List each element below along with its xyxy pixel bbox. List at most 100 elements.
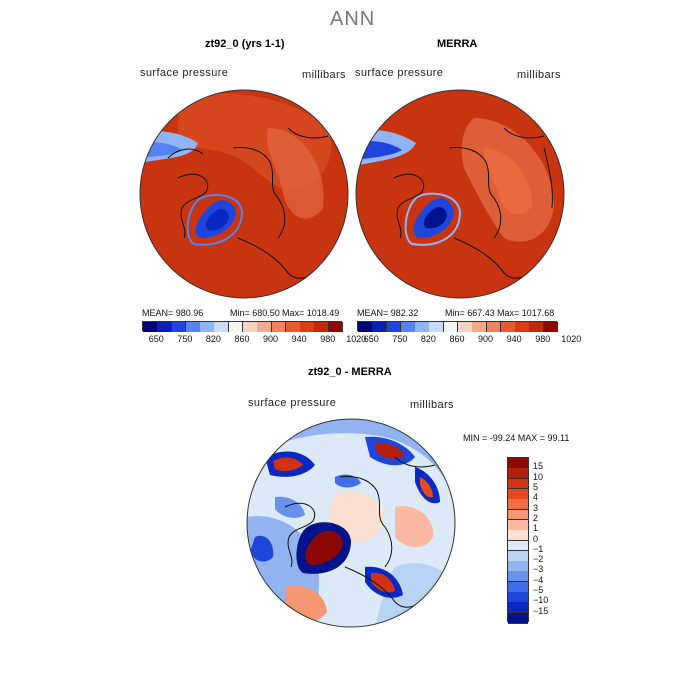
- colorbar-obs-swatch: [415, 322, 430, 332]
- colorbar-obs-swatch: [372, 322, 388, 332]
- colorbar-model: [142, 321, 344, 332]
- colorbar-diff: [507, 457, 529, 624]
- panel-obs-max: Max= 1017.68: [497, 308, 555, 318]
- panel-model-subtitle: zt92_0 (yrs 1-1): [205, 38, 285, 50]
- colorbar-diff-ticks: 15 10 5 4 3 2 1 0 −1 −2 −3 −4 −5 −10 −15: [533, 457, 573, 622]
- colorbar-obs-swatch: [458, 322, 473, 332]
- panel-obs-min: Min= 667.43: [445, 308, 495, 318]
- panel-obs-field-label: surface pressure: [355, 67, 444, 79]
- colorbar-model-swatch: [228, 322, 244, 332]
- colorbar-diff-swatch: [508, 540, 528, 552]
- colorbar-model-swatch: [257, 322, 273, 332]
- colorbar-obs-tick-label: 900: [478, 334, 494, 344]
- colorbar-obs-swatch: [400, 322, 416, 332]
- colorbar-obs-swatch: [515, 322, 530, 332]
- colorbar-diff-tick-label: 0: [533, 533, 539, 544]
- colorbar-diff-swatch: [508, 478, 528, 490]
- colorbar-obs-swatch: [429, 322, 445, 332]
- colorbar-diff-swatch: [508, 612, 528, 624]
- colorbar-obs-swatch: [500, 322, 516, 332]
- colorbar-diff-tick-label: −2: [533, 554, 544, 565]
- figure-title: ANN: [330, 8, 376, 30]
- colorbar-diff-tick-label: −5: [533, 585, 544, 596]
- colorbar-diff-tick-label: 15: [533, 461, 544, 472]
- colorbar-model-swatch: [143, 322, 158, 332]
- colorbar-model-swatch: [200, 322, 215, 332]
- colorbar-obs: [357, 321, 559, 332]
- panel-obs-mean: MEAN= 982.32: [357, 308, 419, 318]
- colorbar-obs-swatch: [486, 322, 502, 332]
- colorbar-diff-tick-label: 10: [533, 471, 544, 482]
- colorbar-obs-swatch: [543, 322, 559, 332]
- colorbar-obs-tick-label: 750: [392, 334, 408, 344]
- colorbar-model-tick-label: 940: [291, 334, 307, 344]
- colorbar-model-swatch: [214, 322, 230, 332]
- colorbar-diff-swatch: [508, 488, 528, 500]
- colorbar-diff-tick-label: 1: [533, 523, 539, 534]
- colorbar-diff-tick-label: −3: [533, 564, 544, 575]
- colorbar-diff-tick-label: −4: [533, 574, 544, 585]
- map-diff-surface-pressure: [246, 418, 456, 628]
- colorbar-model-swatch: [285, 322, 301, 332]
- map-model-surface-pressure: [139, 89, 349, 299]
- colorbar-model-ticks: 650 750 820 860 900 940 980 1020: [142, 334, 367, 346]
- panel-model-max: Max= 1018.49: [282, 308, 340, 318]
- colorbar-obs-tick-label: 860: [449, 334, 465, 344]
- colorbar-obs-swatch: [358, 322, 373, 332]
- colorbar-model-tick-label: 900: [263, 334, 279, 344]
- colorbar-diff-swatch: [508, 468, 528, 480]
- colorbar-obs-tick-label: 820: [420, 334, 436, 344]
- colorbar-model-swatch: [243, 322, 258, 332]
- colorbar-obs-swatch: [386, 322, 402, 332]
- colorbar-model-tick-label: 650: [148, 334, 164, 344]
- colorbar-model-swatch: [157, 322, 173, 332]
- colorbar-diff-swatch: [508, 499, 528, 511]
- colorbar-obs-tick-label: 1020: [561, 334, 582, 344]
- map-obs-surface-pressure: [355, 89, 565, 299]
- colorbar-diff-swatch: [508, 530, 528, 541]
- colorbar-diff-tick-label: 3: [533, 502, 539, 513]
- colorbar-diff-tick-label: −10: [533, 595, 549, 606]
- colorbar-model-tick-label: 750: [177, 334, 193, 344]
- colorbar-obs-tick-label: 940: [506, 334, 522, 344]
- colorbar-obs-swatch: [529, 322, 545, 332]
- panel-obs-units-label: millibars: [517, 69, 561, 81]
- colorbar-model-tick-label: 820: [205, 334, 221, 344]
- colorbar-diff-swatch: [508, 458, 528, 469]
- colorbar-model-swatch: [185, 322, 201, 332]
- colorbar-diff-tick-label: −15: [533, 605, 549, 616]
- panel-model-min: Min= 680.50: [230, 308, 280, 318]
- panel-model-field-label: surface pressure: [140, 67, 229, 79]
- colorbar-diff-swatch: [508, 519, 528, 531]
- panel-diff-units-label: millibars: [410, 399, 454, 411]
- colorbar-diff-swatch: [508, 509, 528, 521]
- colorbar-diff-tick-label: −1: [533, 543, 544, 554]
- colorbar-model-tick-label: 860: [234, 334, 250, 344]
- colorbar-diff-swatch: [508, 581, 528, 593]
- colorbar-obs-tick-label: 650: [363, 334, 379, 344]
- panel-model-mean: MEAN= 980.96: [142, 308, 204, 318]
- colorbar-diff-tick-label: 2: [533, 512, 539, 523]
- colorbar-model-tick-label: 1020: [346, 334, 367, 344]
- panel-diff-field-label: surface pressure: [248, 397, 337, 409]
- colorbar-model-swatch: [328, 322, 344, 332]
- colorbar-model-swatch: [314, 322, 330, 332]
- panel-obs-subtitle: MERRA: [437, 38, 478, 50]
- colorbar-obs-ticks: 650 750 820 860 900 940 980 1020: [357, 334, 582, 346]
- colorbar-obs-swatch: [472, 322, 488, 332]
- colorbar-diff-tick-label: 5: [533, 481, 539, 492]
- colorbar-model-swatch: [300, 322, 315, 332]
- colorbar-diff-swatch: [508, 561, 528, 572]
- colorbar-diff-swatch: [508, 602, 528, 614]
- colorbar-model-tick-label: 980: [320, 334, 336, 344]
- colorbar-obs-swatch: [443, 322, 459, 332]
- colorbar-diff-swatch: [508, 592, 528, 603]
- colorbar-obs-tick-label: 980: [535, 334, 551, 344]
- colorbar-diff-tick-label: 4: [533, 492, 539, 503]
- panel-diff-minmax: MIN = -99.24 MAX = 99.11: [463, 433, 570, 443]
- panel-diff-subtitle: zt92_0 - MERRA: [308, 366, 392, 378]
- colorbar-diff-swatch: [508, 571, 528, 583]
- colorbar-model-swatch: [171, 322, 187, 332]
- colorbar-model-swatch: [271, 322, 287, 332]
